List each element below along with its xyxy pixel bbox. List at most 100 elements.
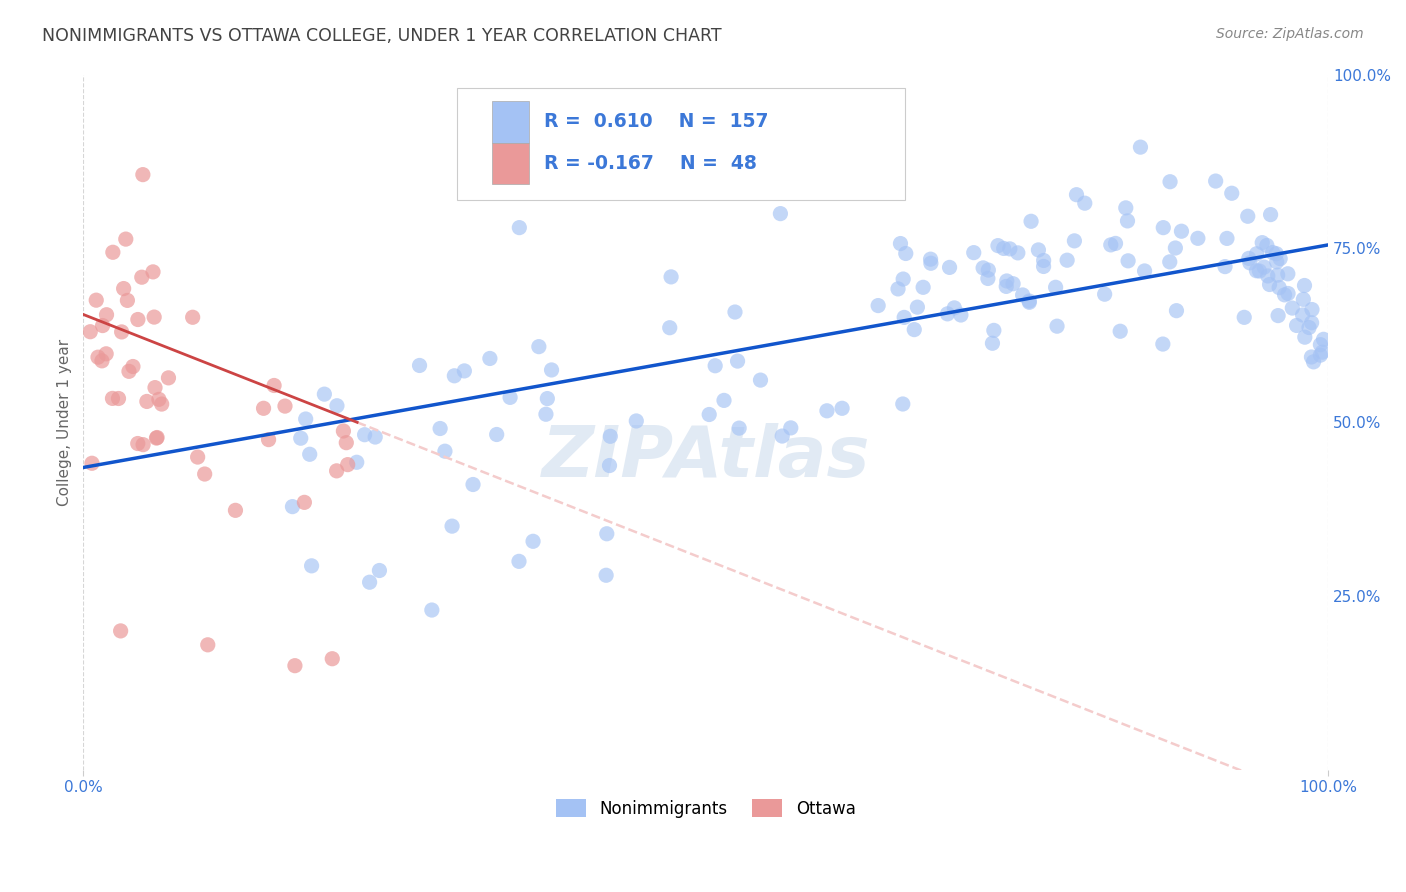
Point [728,421,751,435]
Point [1019,214,1042,228]
Point [112,282,135,296]
Point [1253,260,1275,274]
Point [1268,252,1291,266]
Point [1292,293,1315,307]
Point [540,363,562,377]
Point [1267,309,1289,323]
Point [110,624,132,638]
Point [429,421,451,435]
Point [1133,264,1156,278]
Point [127,312,149,326]
Point [569,151,592,165]
Point [157,371,180,385]
Point [889,236,911,251]
Point [274,399,297,413]
Point [252,401,274,416]
Point [1233,310,1256,325]
Point [433,444,456,458]
Point [84,293,107,308]
Point [977,271,1000,285]
Point [659,269,682,284]
Point [1152,337,1174,351]
Point [972,260,994,275]
Point [194,467,217,481]
Point [993,242,1015,256]
Y-axis label: College, Under 1 year: College, Under 1 year [58,339,72,506]
Point [290,431,312,445]
Point [1265,255,1288,269]
Point [181,310,204,325]
Point [284,658,307,673]
Point [91,354,114,368]
Point [335,435,357,450]
Point [143,310,166,324]
Point [1032,253,1054,268]
Point [359,575,381,590]
Point [1256,238,1278,252]
Point [321,651,343,665]
Point [1268,280,1291,294]
Point [1260,208,1282,222]
Point [114,232,136,246]
Point [657,116,679,130]
Point [1159,175,1181,189]
Point [936,307,959,321]
Point [1063,234,1085,248]
Point [368,564,391,578]
Point [894,246,917,260]
Point [325,464,347,478]
Point [536,392,558,406]
Point [534,407,557,421]
Point [135,394,157,409]
Point [148,392,170,407]
Point [1301,316,1323,330]
Point [1018,293,1040,308]
Point [197,638,219,652]
Point [1109,324,1132,338]
FancyBboxPatch shape [492,143,529,185]
Point [963,245,986,260]
Point [1045,280,1067,294]
Point [408,359,430,373]
Point [294,412,316,426]
Point [1281,301,1303,315]
Point [1187,231,1209,245]
Point [1236,209,1258,223]
Point [1267,268,1289,282]
Point [224,503,246,517]
Point [1237,252,1260,266]
Point [257,433,280,447]
Point [499,390,522,404]
Point [353,427,375,442]
Point [453,364,475,378]
Point [1056,253,1078,268]
Point [1220,186,1243,201]
Text: NONIMMIGRANTS VS OTTAWA COLLEGE, UNDER 1 YEAR CORRELATION CHART: NONIMMIGRANTS VS OTTAWA COLLEGE, UNDER 1… [42,27,721,45]
Point [1301,302,1323,317]
Point [111,325,134,339]
Point [977,263,1000,277]
Point [1066,187,1088,202]
Point [815,404,838,418]
Point [1257,268,1279,283]
Point [727,354,749,368]
Point [1074,196,1097,211]
Point [101,392,124,406]
Point [314,387,336,401]
Point [1309,337,1331,351]
Point [281,500,304,514]
Point [981,336,1004,351]
Point [1277,286,1299,301]
Point [1251,235,1274,250]
Point [596,526,619,541]
Point [1032,260,1054,274]
Point [1265,246,1288,260]
Point [131,270,153,285]
Point [704,359,727,373]
Point [1246,247,1268,261]
Point [1298,320,1320,334]
Point [995,274,1018,288]
Point [346,455,368,469]
Point [118,364,141,378]
FancyBboxPatch shape [457,88,905,200]
